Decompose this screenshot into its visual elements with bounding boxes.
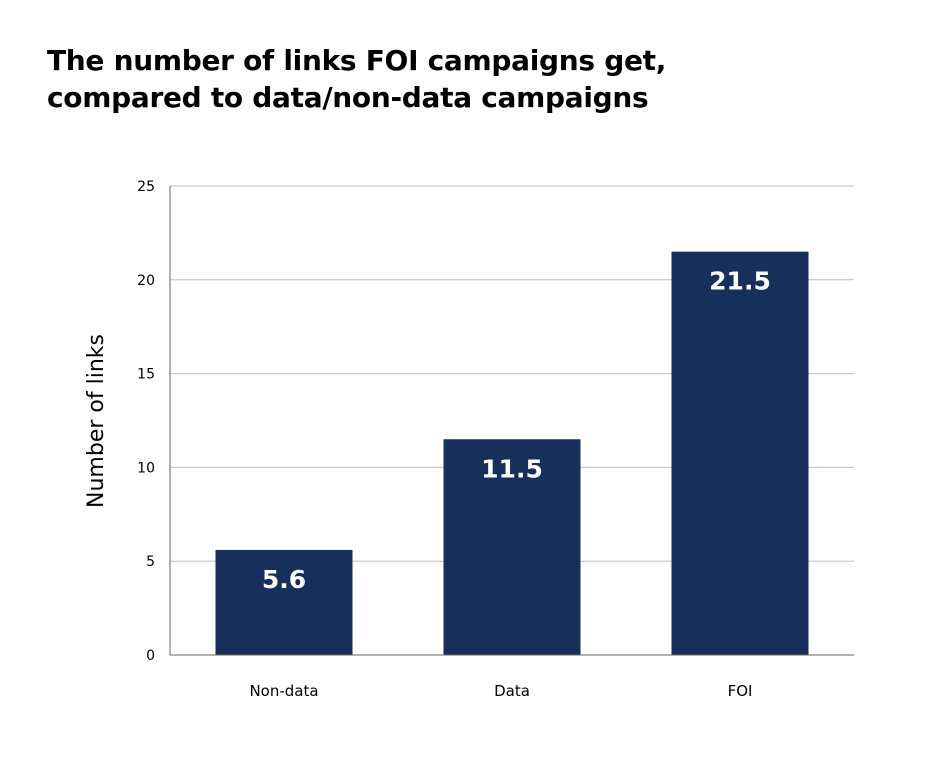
bar-value-label: 21.5 bbox=[709, 267, 771, 296]
bar-data bbox=[443, 439, 581, 655]
x-tick-label: Non-data bbox=[249, 682, 318, 700]
chart-title: The number of links FOI campaigns get, c… bbox=[47, 42, 847, 116]
y-tick-label: 5 bbox=[146, 554, 155, 570]
x-tick-label: FOI bbox=[728, 682, 753, 700]
chart-title-line-1: The number of links FOI campaigns get, bbox=[47, 44, 667, 77]
bar-value-label: 5.6 bbox=[262, 565, 306, 594]
bar-foi bbox=[671, 251, 809, 655]
axes bbox=[169, 186, 854, 656]
labels: 0 5 10 15 20 25 5.6 Non-data 11.5 Data 21.5 FOI bbox=[137, 179, 771, 700]
x-tick-label: Data bbox=[494, 682, 530, 700]
bar-value-label: 11.5 bbox=[481, 454, 543, 483]
chart-title-line-2: compared to data/non-data campaigns bbox=[47, 81, 649, 114]
y-tick-label: 10 bbox=[137, 460, 155, 476]
bar-non-data bbox=[215, 549, 353, 655]
y-tick-label: 15 bbox=[137, 367, 155, 383]
y-tick-label: 20 bbox=[137, 273, 155, 289]
y-tick-label: 0 bbox=[146, 648, 155, 664]
y-tick-label: 25 bbox=[137, 179, 155, 195]
y-axis-label: Number of links bbox=[84, 334, 109, 508]
bars bbox=[215, 251, 809, 655]
